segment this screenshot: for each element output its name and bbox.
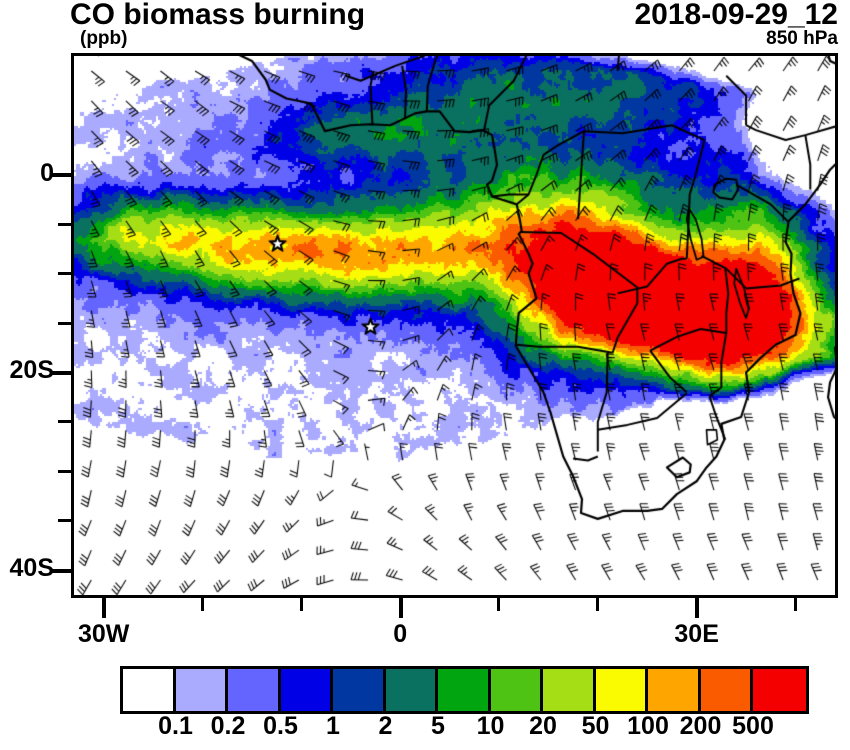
y-tick (51, 173, 71, 178)
colorbar-swatch-7 (490, 669, 543, 711)
colorbar-tick: 10 (476, 712, 505, 740)
colorbar-tick: 1 (326, 712, 340, 740)
y-axis-label: 40S (9, 554, 54, 583)
x-tick (497, 598, 501, 611)
colorbar-tick: 50 (581, 712, 610, 740)
y-tick (58, 222, 71, 226)
x-tick (299, 598, 303, 611)
y-axis-label: 20S (9, 356, 54, 385)
colorbar-tick: 500 (732, 712, 774, 740)
x-tick (793, 598, 797, 611)
colorbar-swatch-2 (228, 669, 281, 711)
colorbar-swatch-6 (438, 669, 491, 711)
pressure-level-label: 850 hPa (766, 28, 838, 49)
map-canvas (74, 56, 835, 595)
x-tick (200, 598, 204, 611)
y-tick (58, 272, 71, 276)
colorbar-swatch-8 (543, 669, 596, 711)
y-tick (58, 469, 71, 473)
y-tick (58, 420, 71, 424)
colorbar-swatch-3 (280, 669, 333, 711)
colorbar-swatch-12 (753, 669, 806, 711)
colorbar (120, 666, 809, 714)
colorbar-tick: 0.2 (210, 712, 246, 740)
y-tick (51, 568, 71, 573)
colorbar-tick: 5 (431, 712, 445, 740)
colorbar-tick: 200 (679, 712, 722, 740)
x-axis-label: 0 (393, 620, 408, 648)
x-tick (596, 598, 600, 611)
colorbar-swatch-1 (175, 669, 228, 711)
colorbar-swatch-9 (595, 669, 648, 711)
map-plot-area (71, 53, 838, 598)
x-axis-label: 30E (674, 620, 719, 648)
page-title: CO biomass burning (70, 0, 366, 31)
x-axis-label: 30W (77, 620, 130, 648)
date-label: 2018-09-29_12 (634, 0, 838, 31)
colorbar-swatch-4 (333, 669, 386, 711)
x-tick (695, 598, 700, 618)
colorbar-swatch-10 (648, 669, 701, 711)
colorbar-tick: 20 (529, 712, 557, 740)
y-tick (51, 370, 71, 375)
x-tick (398, 598, 403, 618)
colorbar-tick: 0.5 (263, 712, 298, 740)
colorbar-tick: 2 (378, 712, 393, 740)
colorbar-tick: 0.1 (158, 712, 193, 740)
colorbar-tick: 100 (627, 712, 669, 740)
units-label: (ppb) (80, 28, 128, 49)
y-tick (58, 519, 71, 523)
colorbar-swatch-0 (123, 669, 176, 711)
colorbar-swatch-5 (385, 669, 438, 711)
colorbar-swatch-11 (700, 669, 753, 711)
y-axis-label: 0 (40, 158, 54, 187)
x-tick (102, 598, 107, 618)
y-tick (58, 321, 71, 325)
